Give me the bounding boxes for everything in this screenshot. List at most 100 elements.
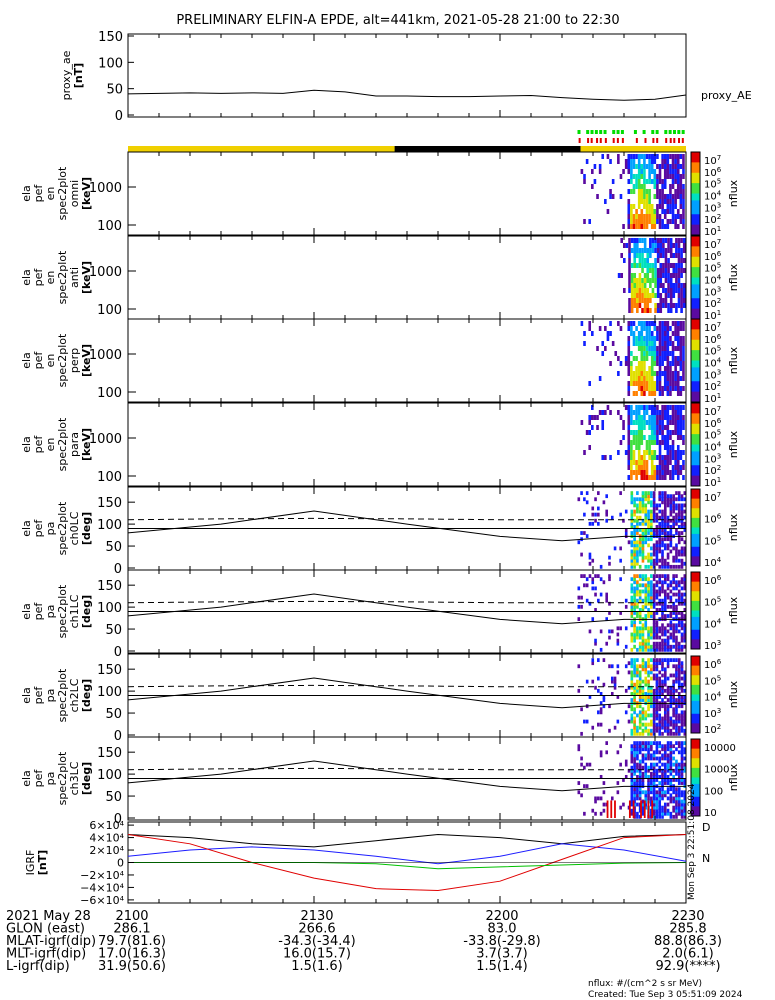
- pitch-cell: [594, 641, 597, 646]
- pitch-cell: [675, 805, 678, 810]
- pitch-cell: [661, 601, 664, 606]
- pitch-cell: [683, 713, 687, 718]
- colorbar-cell: [691, 656, 700, 660]
- pitch-cell: [680, 601, 684, 606]
- pitch-cell: [661, 673, 664, 678]
- pitch-cell: [624, 598, 628, 603]
- pitch-cell: [652, 719, 656, 724]
- pitch-cell: [666, 710, 670, 715]
- spectrogram-cell: [635, 174, 638, 179]
- colorbar-cell: [691, 224, 700, 229]
- spectrogram-cell: [635, 184, 638, 189]
- pitch-cell: [663, 515, 667, 520]
- spectrogram-cell: [588, 381, 592, 386]
- colorbar-cell: [691, 479, 700, 484]
- pitch-cell: [666, 574, 670, 579]
- pitch-cell: [661, 515, 664, 520]
- spectrogram-cell: [650, 440, 654, 445]
- y-tick-label: 150: [97, 746, 122, 761]
- ylabel-line: [deg]: [80, 512, 93, 545]
- pitch-cell: [683, 750, 687, 755]
- pitch-cell: [683, 549, 687, 554]
- spectrogram-cell: [664, 288, 668, 293]
- pitch-cell: [661, 647, 664, 652]
- pitch-cell: [680, 790, 684, 795]
- pitch-cell: [663, 716, 667, 721]
- spectrogram-cell: [650, 224, 654, 229]
- spectrogram-cell: [627, 415, 631, 420]
- pitch-cell: [658, 713, 662, 718]
- pitch-cell: [641, 731, 645, 736]
- pitch-cell: [580, 762, 583, 767]
- ylabel-line: [deg]: [80, 595, 93, 628]
- spectrogram-cell: [654, 293, 657, 298]
- pitch-cell: [675, 580, 678, 585]
- spectrogram-cell: [583, 219, 586, 224]
- colorbar-cell: [691, 319, 700, 323]
- spectrogram-cell: [669, 194, 672, 199]
- pitch-cell: [655, 762, 659, 767]
- pitch-cell: [580, 707, 583, 712]
- pitch-cell: [652, 667, 656, 672]
- spectrogram-cell: [650, 420, 654, 425]
- pitch-cell: [675, 814, 678, 819]
- colorbar-cell: [691, 613, 700, 618]
- spectrogram-cell: [645, 179, 649, 184]
- pitch-cell: [677, 719, 681, 724]
- spectrogram-cell: [667, 238, 670, 243]
- pitch-cell: [677, 670, 681, 675]
- spectrogram-cell: [596, 415, 599, 420]
- pitch-cell: [650, 676, 653, 681]
- pitch-cell: [630, 632, 634, 637]
- pitch-cell: [655, 793, 659, 798]
- ephemeris-label: L-igrf(dip): [6, 959, 70, 974]
- spectrogram-cell: [645, 405, 649, 410]
- pitch-cell: [669, 695, 673, 699]
- spectrogram-cell: [649, 308, 652, 313]
- spectrogram-cell: [656, 238, 660, 243]
- pitch-cell: [652, 558, 656, 563]
- pitch-cell: [663, 688, 667, 693]
- spectrogram-cell: [633, 258, 637, 263]
- pitch-cell: [663, 658, 667, 663]
- spectrogram-cell: [633, 253, 637, 258]
- spectrogram-cell: [679, 391, 683, 396]
- spectrogram-cell: [659, 298, 663, 303]
- pitch-cell: [658, 744, 662, 749]
- pitch-cell: [650, 546, 653, 551]
- spectrogram-cell: [666, 435, 670, 440]
- pitch-cell: [630, 623, 634, 628]
- spectrogram-cell: [682, 214, 685, 219]
- pitch-cell: [658, 691, 662, 696]
- pitch-cell: [680, 728, 684, 733]
- pitch-cell: [633, 765, 636, 770]
- spectrogram-cell: [662, 288, 665, 293]
- pitch-cell: [644, 574, 648, 579]
- pitch-cell: [636, 790, 639, 795]
- spectrogram-cell: [654, 243, 657, 248]
- pitch-cell: [680, 762, 684, 767]
- spectrogram-cell: [679, 321, 683, 326]
- pitch-cell: [636, 796, 639, 801]
- ephemeris-value: 31.9(50.6): [98, 959, 166, 974]
- spectrogram-cell: [645, 336, 649, 341]
- pitch-cell: [658, 549, 662, 554]
- pitch-cell: [638, 635, 642, 640]
- pitch-cell: [644, 647, 648, 652]
- spectrogram-cell: [676, 371, 680, 376]
- spectrogram-cell: [671, 445, 675, 450]
- pitch-cell: [655, 611, 659, 615]
- pitch-cell: [669, 685, 673, 690]
- colorbar-tick-label: 104: [704, 617, 722, 630]
- spectrogram-cell: [680, 298, 683, 303]
- pitch-cell: [655, 814, 659, 819]
- pitch-cell: [650, 756, 653, 761]
- colorbar-cell: [691, 793, 700, 798]
- pitch-cell: [627, 670, 631, 675]
- pitch-cell: [641, 537, 645, 542]
- pitch-cell: [577, 540, 581, 545]
- spectrogram-cell: [663, 460, 667, 465]
- spectrogram-cell: [663, 346, 667, 351]
